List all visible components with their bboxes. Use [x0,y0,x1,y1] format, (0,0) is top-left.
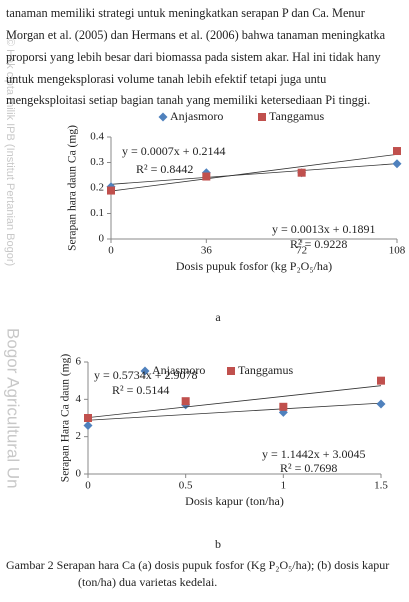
x-tick-label: 72 [296,245,307,257]
data-point [279,402,288,411]
legend-label: Anjasmoro [152,363,205,377]
y-tick-label: 2 [76,430,82,442]
data-point [377,376,385,385]
annotation: R² = 0.9228 [290,237,347,251]
y-tick-label: 4 [76,393,82,405]
paragraph-line: mengeksploitasi setiap bagian tanah yang… [6,93,370,107]
annotation: y = 1.1442x + 3.0045 [262,447,366,461]
legend-marker [258,113,266,121]
data-point [297,168,306,177]
legend-label: Anjasmoro [170,109,223,123]
data-point [392,159,402,169]
paragraph-line: proporsi yang lebih besar dari biomassa … [6,50,381,64]
y-tick-label: 0 [76,468,82,480]
x-tick-label: 1.5 [374,480,388,492]
x-tick-label: 0 [85,480,91,492]
y-tick-label: 0.3 [90,156,104,168]
x-tick-label: 0 [108,245,114,257]
data-point [202,172,211,181]
caption: Gambar 2 Serapan hara Ca (a) dosis pupuk… [6,558,389,572]
x-tick-label: 1 [281,480,287,492]
trendline [87,402,382,421]
caption: (ton/ha) dua varietas kedelai. [78,575,217,589]
annotation: y = 0.0007x + 0.2144 [122,144,226,158]
x-axis-label: Dosis kapur (ton/ha) [185,494,284,508]
paragraph-line: untuk mengeksplorasi volume tanah lebih … [6,72,326,86]
y-tick-label: 0.1 [90,207,104,219]
annotation: R² = 0.8442 [136,162,193,176]
legend-marker [227,367,235,375]
paragraph-line: Morgan et al. (2005) dan Hermans et al. … [6,28,386,42]
x-tick-label: 108 [389,245,406,257]
y-tick-label: 0.4 [90,131,104,143]
annotation: y = 0.5734x + 2.9078 [94,368,198,382]
y-tick-label: 0 [99,233,105,245]
data-point [393,147,401,156]
trendline [110,163,398,185]
legend-label: Tanggamus [269,109,324,123]
legend-label: Tanggamus [238,363,293,377]
y-axis-label: Serapan hara daun Ca (mg) [67,125,79,251]
annotation: y = 0.0013x + 0.1891 [272,222,376,236]
legend-marker [158,112,168,122]
y-tick-label: 0.2 [90,182,104,194]
trendline [87,385,382,419]
watermark: Bogor Agricultural Un [4,328,23,489]
annotation: R² = 0.7698 [280,461,337,475]
data-point [376,399,386,409]
trendline [110,153,398,192]
y-axis-label: Serapan Hara Ca daun (mg) [60,354,72,483]
legend-marker [140,366,150,376]
data-point [83,420,93,430]
data-point [107,186,115,195]
x-tick-label: 0.5 [179,480,193,492]
paragraph-line: tanaman memiliki strategi untuk meningka… [6,6,365,20]
annotation: R² = 0.5144 [112,383,169,397]
watermark: © Hak cipta milik IPB (Institut Pertania… [4,38,16,266]
data-point [84,414,92,422]
x-tick-label: 36 [201,245,213,257]
data-point [181,397,190,406]
figure-label: b [215,537,221,551]
figure-label: a [215,310,221,324]
x-axis-label: Dosis pupuk fosfor (kg P₂O₅/ha) [176,259,332,273]
y-tick-label: 6 [76,356,82,368]
